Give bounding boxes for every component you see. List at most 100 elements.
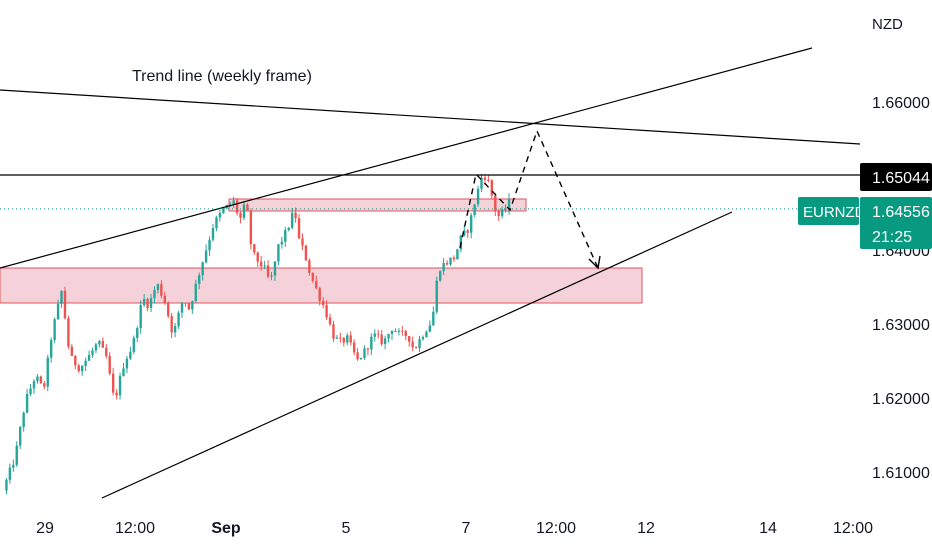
candle-body	[56, 303, 60, 320]
candle-body	[380, 334, 383, 345]
candle-body	[204, 250, 208, 263]
candle-body	[483, 177, 487, 180]
candle-body	[160, 284, 163, 296]
bar-countdown: 21:25	[872, 229, 912, 246]
channel-lower-line	[101, 211, 733, 499]
candle-body	[98, 341, 101, 345]
candle-body	[87, 354, 91, 361]
candle-body	[370, 336, 373, 350]
candle-body	[256, 252, 259, 262]
currency-label: NZD	[872, 16, 903, 33]
candle-body	[136, 328, 139, 338]
candle-body	[218, 213, 222, 218]
candle-body	[84, 360, 87, 367]
candle-body	[497, 211, 500, 217]
candle-body	[487, 179, 490, 181]
candle-body	[425, 331, 428, 338]
candle-body	[304, 245, 308, 261]
marked-level-value: 1.65044	[872, 170, 930, 187]
x-tick-label: 12:00	[115, 520, 155, 537]
candle-body	[253, 244, 256, 253]
x-tick-label: 12	[637, 520, 655, 537]
candle-body	[77, 365, 80, 372]
candle-body	[170, 316, 173, 333]
candle-body	[15, 445, 18, 465]
candle-body	[36, 376, 39, 382]
candle-body	[359, 357, 363, 360]
candle-body	[67, 318, 70, 347]
candle-body	[153, 290, 156, 299]
candle-body	[315, 280, 318, 289]
candle-body	[259, 261, 263, 267]
marked-level-badge	[860, 163, 932, 191]
candle-body	[132, 337, 136, 352]
candle-body	[191, 301, 194, 310]
candle-body	[5, 479, 8, 491]
symbol-badge	[798, 197, 859, 225]
demand-zone	[0, 267, 643, 304]
candle-body	[411, 341, 414, 348]
candle-body	[149, 298, 153, 309]
candle-body	[246, 204, 249, 211]
candle-body	[235, 200, 239, 214]
candle-body	[280, 241, 284, 245]
candle-body	[507, 198, 511, 210]
candle-body	[249, 210, 253, 245]
candle-body	[173, 326, 177, 333]
candle-body	[456, 249, 459, 260]
candle-body	[105, 347, 108, 357]
candle-body	[387, 333, 390, 339]
resistance-zone	[228, 198, 527, 212]
candle-body	[232, 200, 235, 205]
candle-body	[222, 208, 225, 214]
candle-body	[297, 218, 301, 239]
chart-annotation: Trend line (weekly frame)	[132, 68, 312, 85]
y-tick-label: 1.62000	[872, 391, 930, 408]
candle-body	[408, 336, 411, 342]
candle-body	[266, 265, 270, 277]
candle-body	[346, 335, 349, 343]
candle-body	[397, 330, 401, 332]
candle-body	[301, 238, 304, 246]
channel-upper-line	[0, 47, 813, 269]
candle-body	[342, 337, 346, 343]
candle-body	[480, 177, 483, 189]
candle-body	[142, 299, 146, 306]
candle-body	[187, 303, 191, 310]
candle-body	[284, 230, 287, 242]
projected-path	[459, 129, 599, 269]
candle-body	[8, 467, 12, 480]
candle-body	[328, 317, 332, 325]
candle-body	[63, 290, 67, 319]
candle-body	[70, 346, 74, 356]
candle-body	[383, 338, 387, 345]
candle-body	[80, 366, 84, 372]
candle-body	[335, 337, 339, 339]
candle-body	[466, 230, 469, 233]
candle-body	[290, 212, 294, 228]
candle-body	[263, 265, 266, 267]
candle-body	[146, 299, 149, 309]
candle-body	[490, 180, 494, 196]
candle-body	[356, 352, 359, 360]
candle-body	[308, 260, 311, 273]
candle-body	[108, 356, 111, 374]
candle-body	[129, 351, 132, 359]
candle-body	[49, 340, 53, 358]
candle-body	[177, 312, 180, 327]
candle-body	[32, 381, 36, 389]
candle-body	[215, 217, 218, 229]
candle-body	[111, 373, 115, 393]
candle-body	[476, 188, 480, 205]
candle-body	[321, 300, 325, 306]
candle-body	[414, 347, 418, 349]
candle-body	[390, 330, 394, 334]
candle-body	[12, 464, 15, 468]
candle-body	[311, 272, 315, 281]
candle-body	[198, 275, 201, 284]
weekly-trend-line	[0, 89, 861, 145]
candle-body	[294, 212, 297, 219]
y-tick-label: 1.63000	[872, 317, 930, 334]
candle-body	[239, 213, 242, 218]
candle-body	[101, 341, 105, 348]
